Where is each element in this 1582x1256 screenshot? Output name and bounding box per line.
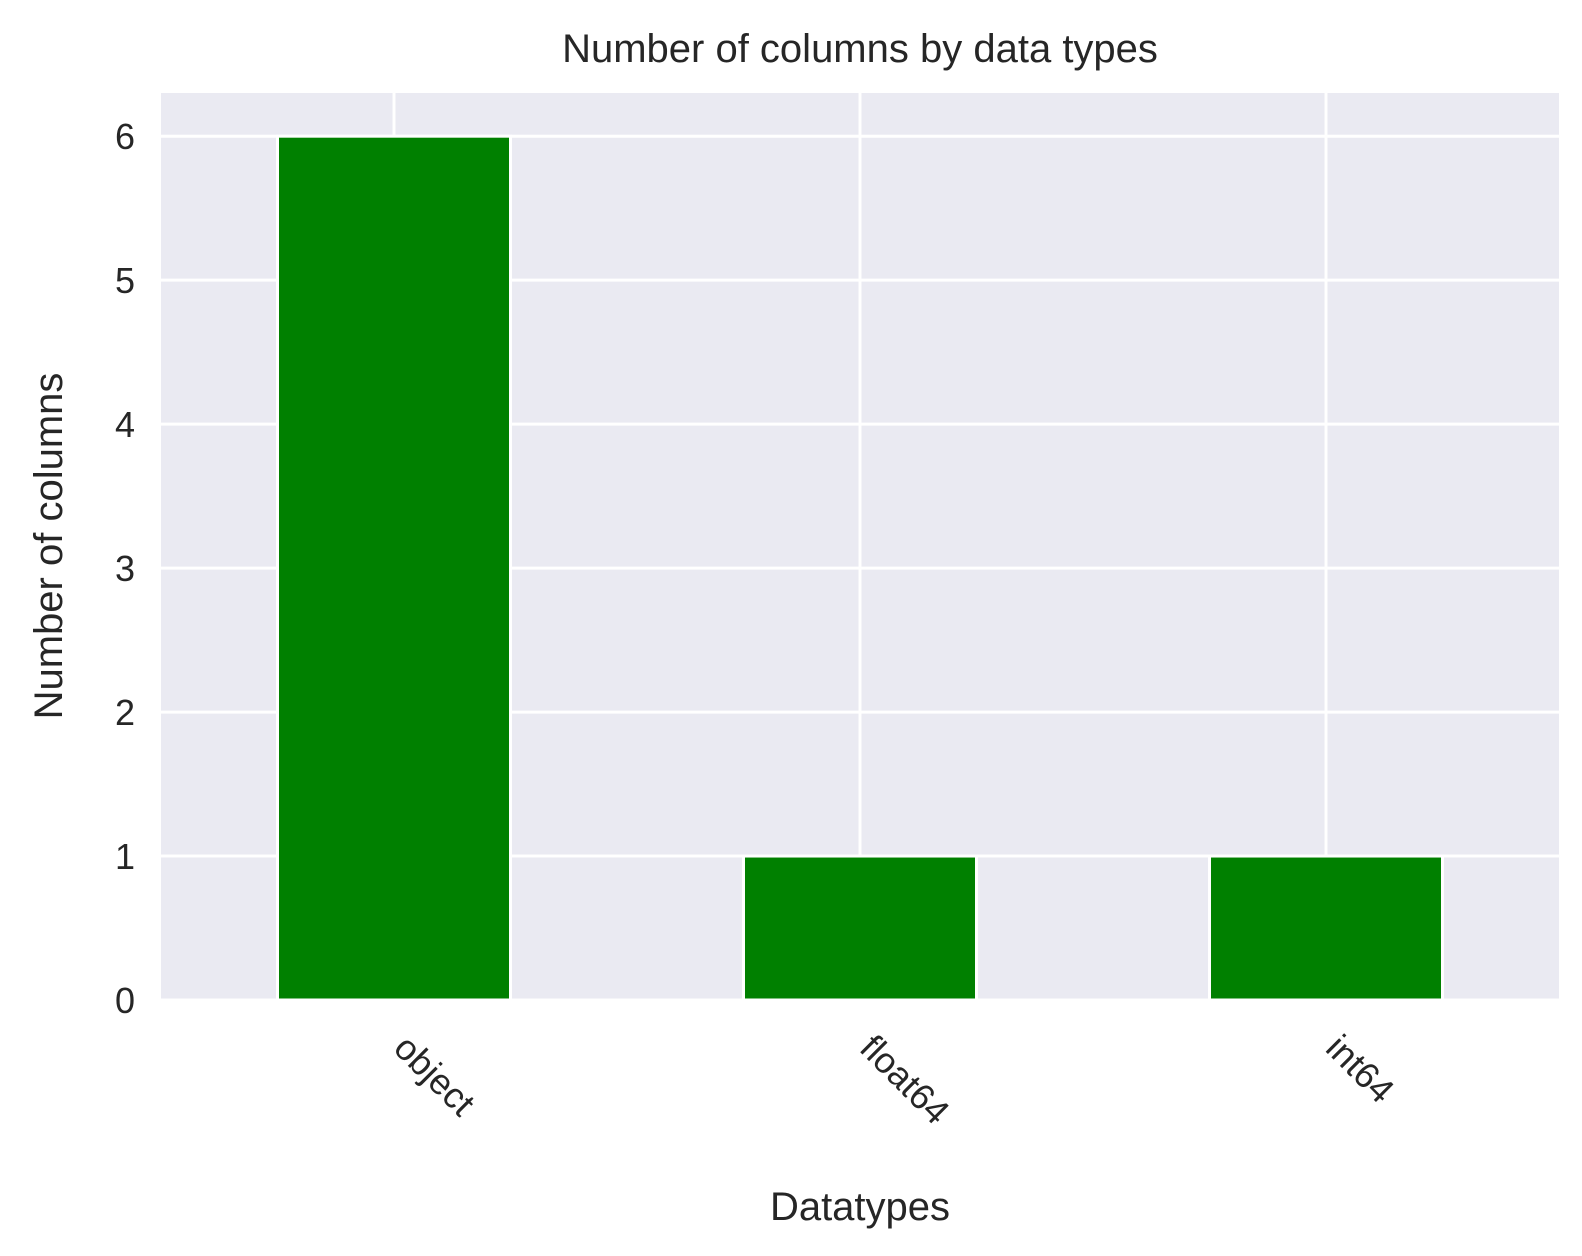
y-tick-label: 3: [115, 548, 135, 589]
y-tick-label: 1: [115, 836, 135, 877]
y-tick-label: 5: [115, 260, 135, 301]
bar-object: [276, 134, 512, 1002]
x-tick-labels: object float64 int64: [386, 1027, 1402, 1132]
y-tick-label: 2: [115, 692, 135, 733]
x-tick-label: int64: [1318, 1027, 1402, 1111]
y-axis-label: Number of columns: [27, 373, 71, 720]
x-tick-label: float64: [852, 1027, 957, 1132]
x-axis-label: Datatypes: [770, 1185, 950, 1229]
y-tick-label: 6: [115, 116, 135, 157]
y-tick-labels: 0 1 2 3 4 5 6: [115, 116, 135, 1021]
x-tick-label: object: [386, 1027, 483, 1124]
chart-title: Number of columns by data types: [562, 27, 1158, 71]
bar-float64: [742, 854, 978, 1002]
bars: [276, 134, 1444, 1002]
y-tick-label: 4: [115, 404, 135, 445]
y-tick-label: 0: [115, 980, 135, 1021]
bar-int64: [1208, 854, 1444, 1002]
